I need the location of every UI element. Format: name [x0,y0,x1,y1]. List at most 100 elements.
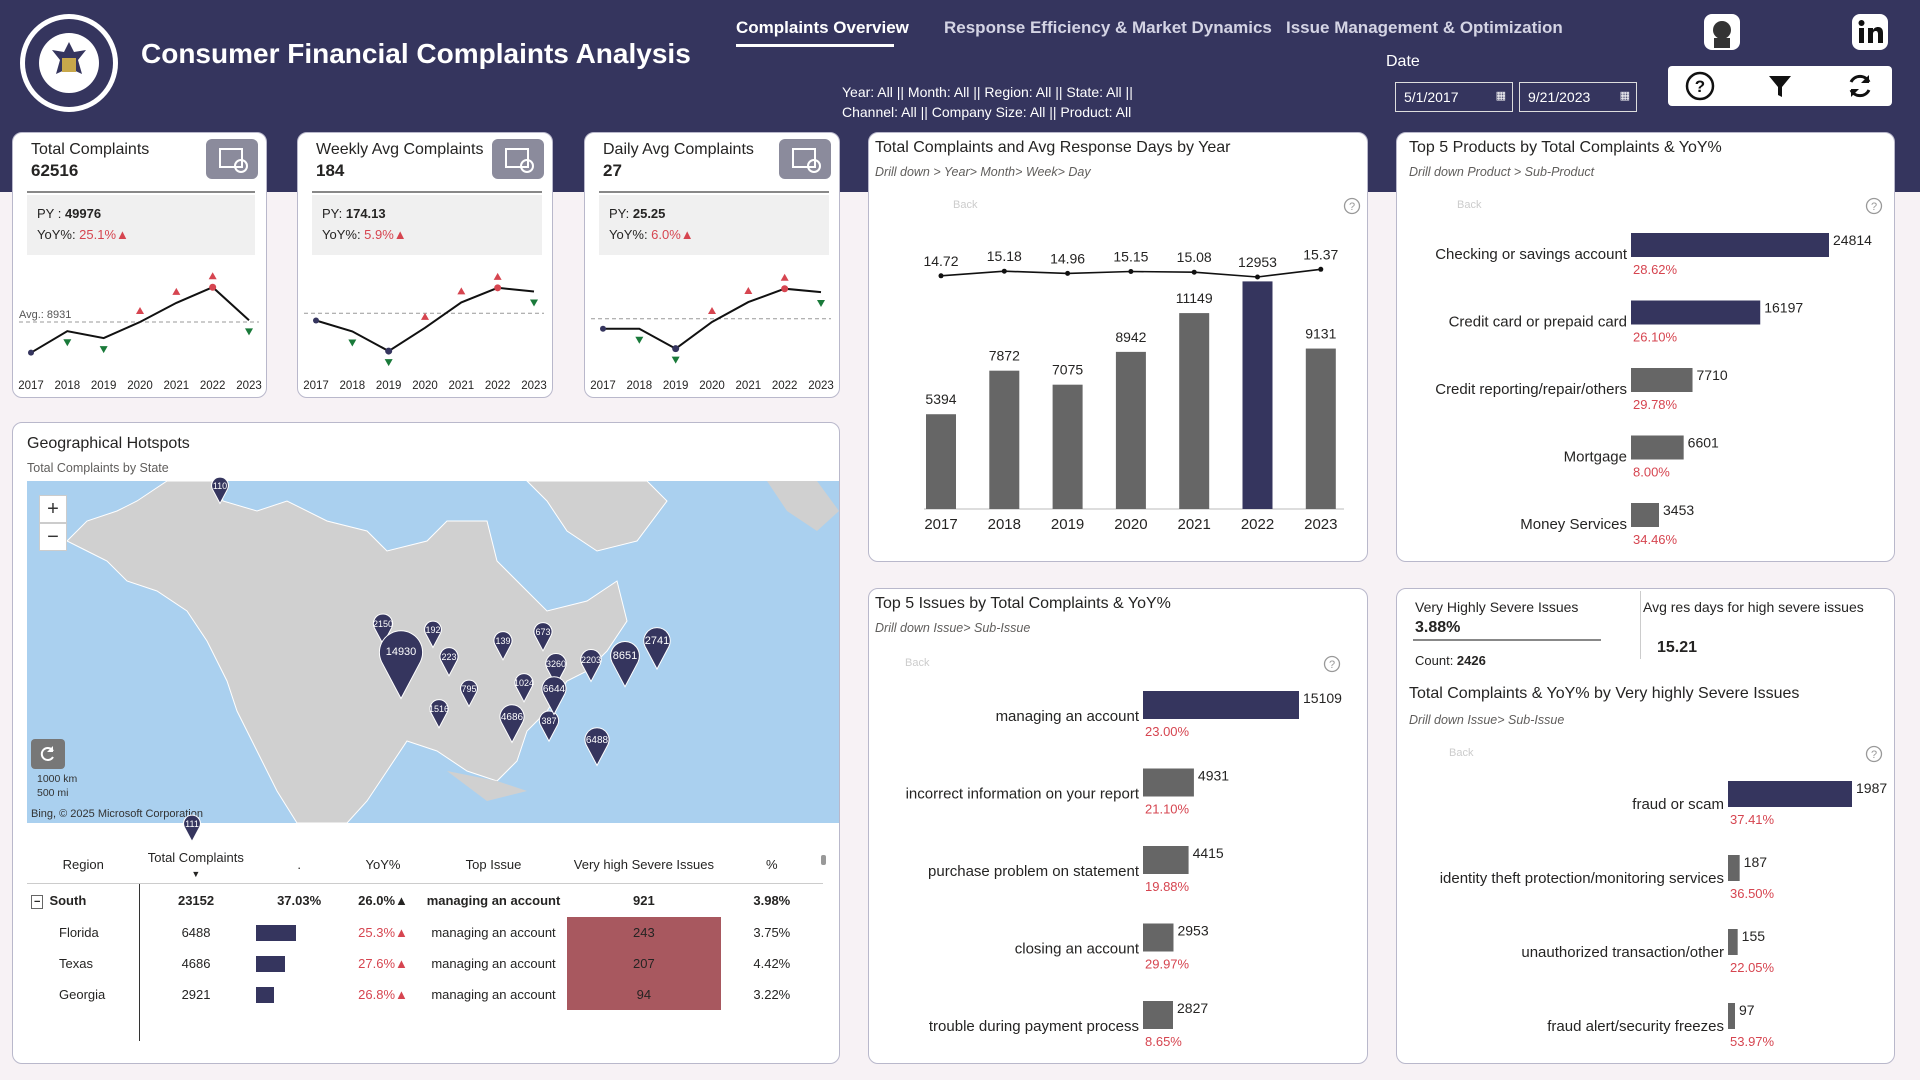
region-table: Region Total Complaints ▼ . YoY% Top Issu… [27,847,823,1041]
help-icon[interactable]: ? [1323,655,1341,673]
kpi-divider [1413,639,1601,641]
date-to-input[interactable]: 9/21/2023 ▦ [1519,82,1637,112]
date-from-input[interactable]: 5/1/2017 ▦ [1395,82,1513,112]
x-tick-label: 2023 [236,380,262,392]
up-marker [421,312,429,320]
hbar [1728,929,1738,955]
region-name: South [49,892,87,908]
hbar-yoy-label: 34.46% [1633,532,1678,547]
profile-icon[interactable] [1702,12,1742,52]
calendar-icon[interactable]: ▦ [1619,90,1630,102]
back-button[interactable]: Back [1457,199,1482,211]
trend-point [672,345,680,353]
py-label: PY: [322,206,346,221]
help-icon[interactable]: ? [1684,70,1716,102]
line-value-label: 15.37 [1303,246,1338,262]
year-combo-chart: 5394 2017 14.72 7872 2018 15.18 7075 2019 14.96 8… [923,246,1344,533]
filter-icon[interactable] [1764,70,1796,102]
table-scrollbar[interactable] [821,855,826,865]
year-bar [1052,384,1083,509]
report-icon[interactable] [779,139,831,179]
table-row[interactable]: Florida 6488 25.3%▲ managing an account … [27,917,823,948]
report-icon[interactable] [492,139,544,179]
tab-issue-management[interactable]: Issue Management & Optimization [1286,18,1563,37]
map-pin-label: 3260 [546,659,566,669]
back-button[interactable]: Back [1449,747,1474,759]
calendar-icon[interactable]: ▦ [1495,90,1506,102]
col-share[interactable]: . [252,847,347,884]
year-bar [1179,313,1210,509]
share-bar [256,955,286,972]
map-canvas[interactable] [27,481,839,823]
map-pin-label: 139 [495,636,510,646]
severe-issues-card: Very Highly Severe Issues 3.88% Count: 2… [1396,588,1895,1064]
back-button[interactable]: Back [905,657,930,669]
hbar [1631,368,1693,392]
py-value: 25.25 [632,206,666,221]
hbar-category-label: trouble during payment process [929,1018,1139,1035]
help-icon[interactable]: ? [1865,745,1883,763]
col-total-complaints[interactable]: Total Complaints ▼ [139,847,253,884]
x-tick-label: 2018 [627,380,653,392]
x-tick-label: 2017 [590,380,616,392]
report-icon[interactable] [206,139,258,179]
line-value-label: 15.08 [1177,249,1212,265]
visual-subtitle: Drill down Product > Sub-Product [1409,165,1595,179]
bar-value-label: 7075 [1052,362,1083,378]
col-region[interactable]: Region [27,847,140,884]
py-label: PY: [609,206,633,221]
map-pin [499,704,525,744]
up-marker [457,287,466,295]
down-marker [348,339,357,347]
table-row[interactable]: Georgia 2921 26.8%▲ managing an account … [27,979,823,1010]
zoom-out-button[interactable]: − [39,523,67,551]
map-pin [429,699,449,729]
linkedin-icon[interactable] [1850,12,1890,52]
pct-cell: 3.22% [753,987,791,1002]
hbar-category-label: incorrect information on your report [906,786,1140,803]
hbar-value-label: 24814 [1833,232,1872,248]
tab-response-efficiency[interactable]: Response Efficiency & Market Dynamics [944,18,1272,37]
x-tick-label: 2022 [772,380,798,392]
map-pin-label: 673 [535,627,550,637]
col-top-issue[interactable]: Top Issue [419,847,568,884]
hbar [1631,503,1659,527]
table-row[interactable]: Texas 4686 27.6%▲ managing an account 20… [27,948,823,979]
x-tick-label: 2017 [18,380,44,392]
empty-cell [346,1010,420,1041]
share-bar [256,986,275,1003]
top-issue-cell: managing an account [431,987,556,1002]
col-yoy[interactable]: YoY% [346,847,420,884]
empty-cell [139,1010,253,1041]
refresh-icon[interactable] [1844,70,1876,102]
help-icon[interactable]: ? [1343,197,1361,215]
up-marker [708,307,716,315]
help-icon[interactable]: ? [1865,197,1883,215]
kpi-trend-chart: 2017 2018 2019 2020 2021 2022 2023 [590,273,834,392]
date-to-value: 9/21/2023 [1528,89,1591,105]
hbar-yoy-label: 29.97% [1145,957,1190,972]
down-marker [671,356,680,364]
map-pin-label: 387 [541,716,556,726]
collapse-icon[interactable]: − [31,894,44,909]
x-tick-label: 2017 [924,516,957,533]
tab-complaints-overview[interactable]: Complaints Overview [736,18,909,37]
kpi-trend-chart: 2017 2018 2019 2020 2021 2022 2023 [303,272,547,392]
map-pin [372,613,394,646]
svg-text:?: ? [1871,749,1877,761]
back-button[interactable]: Back [953,199,978,211]
hbar [1631,435,1684,460]
table-row-south[interactable]: − South 23152 37.03% 26.0%▲ managing an a… [27,883,823,917]
col-severe-issues[interactable]: Very high Severe Issues [567,847,721,884]
hbar-value-label: 16197 [1764,300,1803,316]
zoom-in-button[interactable]: + [39,495,67,523]
state-name: Texas [59,956,93,971]
map-reset-button[interactable] [31,739,65,769]
col-pct[interactable]: % [720,847,823,884]
yoy-cell: 26.8%▲ [358,987,408,1002]
hbar-category-label: fraud alert/security freezes [1547,1018,1724,1035]
down-marker [635,336,644,344]
map-pin [580,648,602,683]
toolbar-icons: ? [1668,66,1892,106]
bar-value-label: 5394 [925,391,956,407]
